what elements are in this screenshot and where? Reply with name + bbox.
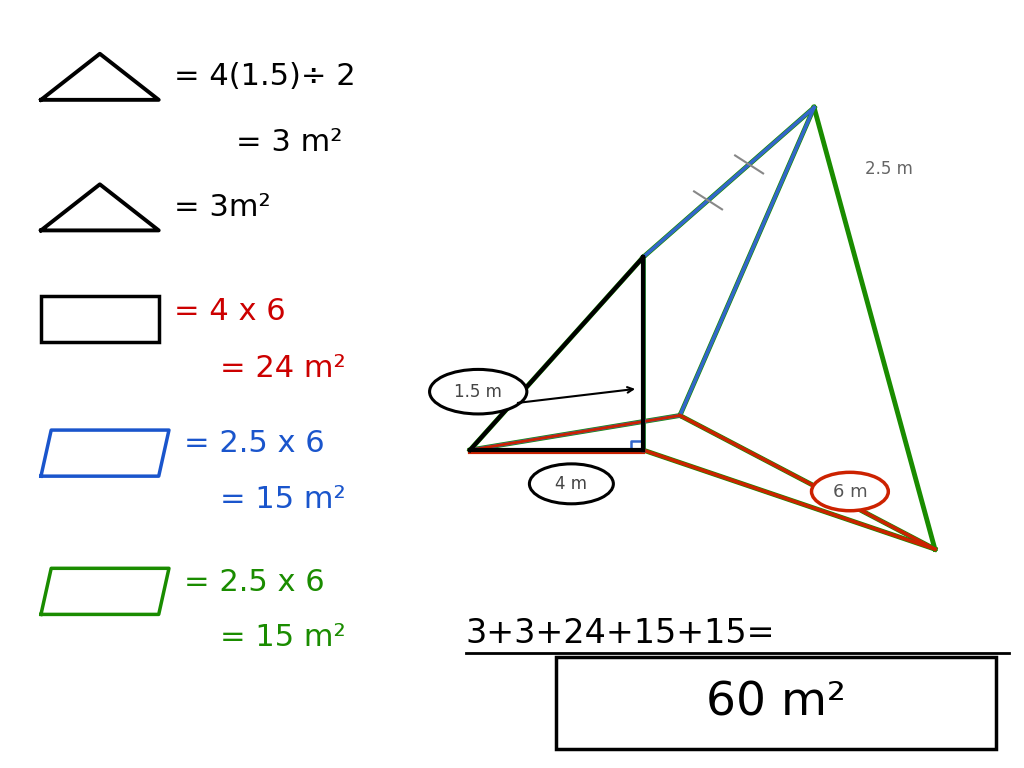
Text: = 4 x 6: = 4 x 6 [174, 296, 286, 326]
Ellipse shape [430, 369, 527, 414]
Text: 60 m²: 60 m² [707, 680, 846, 725]
Text: = 3 m²: = 3 m² [236, 127, 342, 157]
Text: 6 m: 6 m [833, 482, 867, 501]
Text: = 15 m²: = 15 m² [220, 485, 346, 514]
Bar [41, 296, 159, 342]
FancyBboxPatch shape [556, 657, 996, 749]
Text: 4 m: 4 m [555, 475, 588, 493]
Text: = 15 m²: = 15 m² [220, 623, 346, 652]
Text: 3+3+24+15+15=: 3+3+24+15+15= [466, 617, 775, 650]
Ellipse shape [529, 464, 613, 504]
Text: 2.5 m: 2.5 m [865, 160, 913, 178]
Text: = 24 m²: = 24 m² [220, 354, 346, 383]
Text: 1.5 m: 1.5 m [455, 382, 502, 401]
Text: = 2.5 x 6: = 2.5 x 6 [184, 568, 325, 597]
Text: = 2.5 x 6: = 2.5 x 6 [184, 429, 325, 458]
Text: = 3m²: = 3m² [174, 193, 270, 222]
Ellipse shape [811, 472, 888, 511]
Text: = 4(1.5)÷ 2: = 4(1.5)÷ 2 [174, 62, 355, 91]
